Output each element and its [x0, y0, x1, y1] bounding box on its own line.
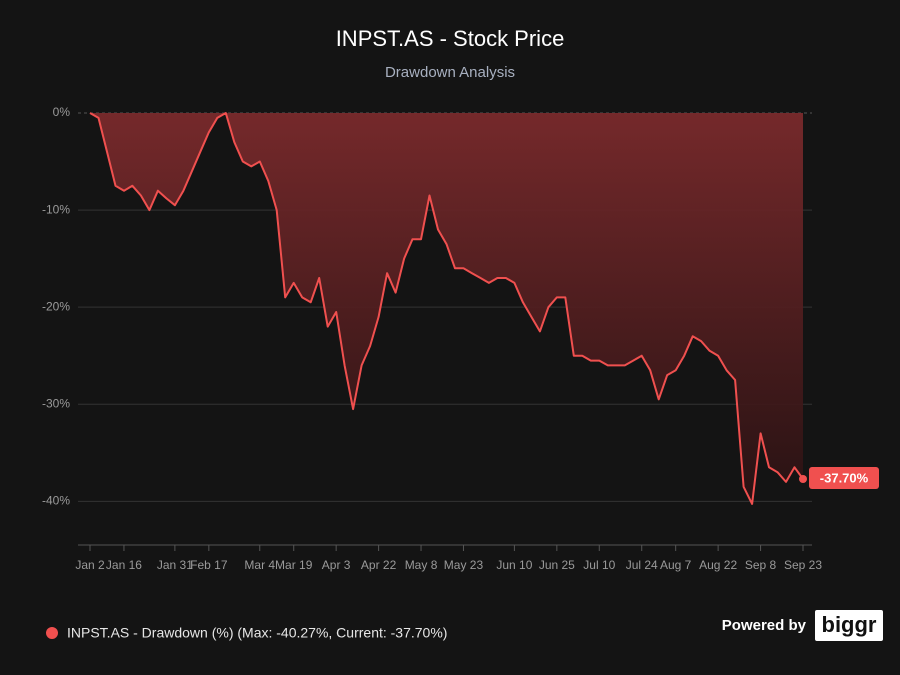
area: [90, 113, 803, 504]
legend-swatch: [46, 627, 58, 639]
x-tick-label: Feb 17: [190, 558, 228, 572]
end-marker: [799, 474, 807, 483]
x-tick-label: Aug 7: [660, 558, 692, 572]
x-tick-label: Jun 10: [496, 558, 532, 572]
value-label-box: [809, 466, 879, 489]
x-tick-label: Mar 4: [244, 558, 275, 572]
y-tick-label: -20%: [42, 299, 70, 313]
x-tick-label: Mar 19: [275, 558, 313, 572]
y-tick-label: -10%: [42, 202, 70, 216]
chart-subtitle: Drawdown Analysis: [385, 64, 515, 81]
chart-title: INPST.AS - Stock Price: [336, 26, 565, 51]
x-tick-label: May 23: [444, 558, 484, 572]
x-tick-label: May 8: [405, 558, 438, 572]
x-tick-label: Apr 22: [361, 558, 397, 572]
brand-logo: biggr: [822, 612, 877, 637]
x-tick-label: Jan 2: [75, 558, 105, 572]
value-label: -37.70%: [820, 470, 869, 485]
x-tick-label: Jul 10: [583, 558, 615, 572]
x-tick-label: Aug 22: [699, 558, 737, 572]
x-tick-label: Jan 16: [106, 558, 142, 572]
y-tick-label: 0%: [53, 105, 71, 119]
x-tick-label: Jul 24: [626, 558, 658, 572]
y-tick-label: -30%: [42, 396, 70, 410]
y-tick-label: -40%: [42, 493, 70, 507]
powered-by: Powered by: [722, 617, 807, 634]
legend-label: INPST.AS - Drawdown (%) (Max: -40.27%, C…: [67, 625, 447, 641]
x-tick-label: Sep 8: [745, 558, 777, 572]
x-tick-label: Jun 25: [539, 558, 575, 572]
brand-box: [815, 610, 883, 641]
x-tick-label: Jan 31: [157, 558, 193, 572]
x-tick-label: Apr 3: [322, 558, 351, 572]
line: [89, 112, 804, 505]
x-tick-label: Sep 23: [784, 558, 822, 572]
